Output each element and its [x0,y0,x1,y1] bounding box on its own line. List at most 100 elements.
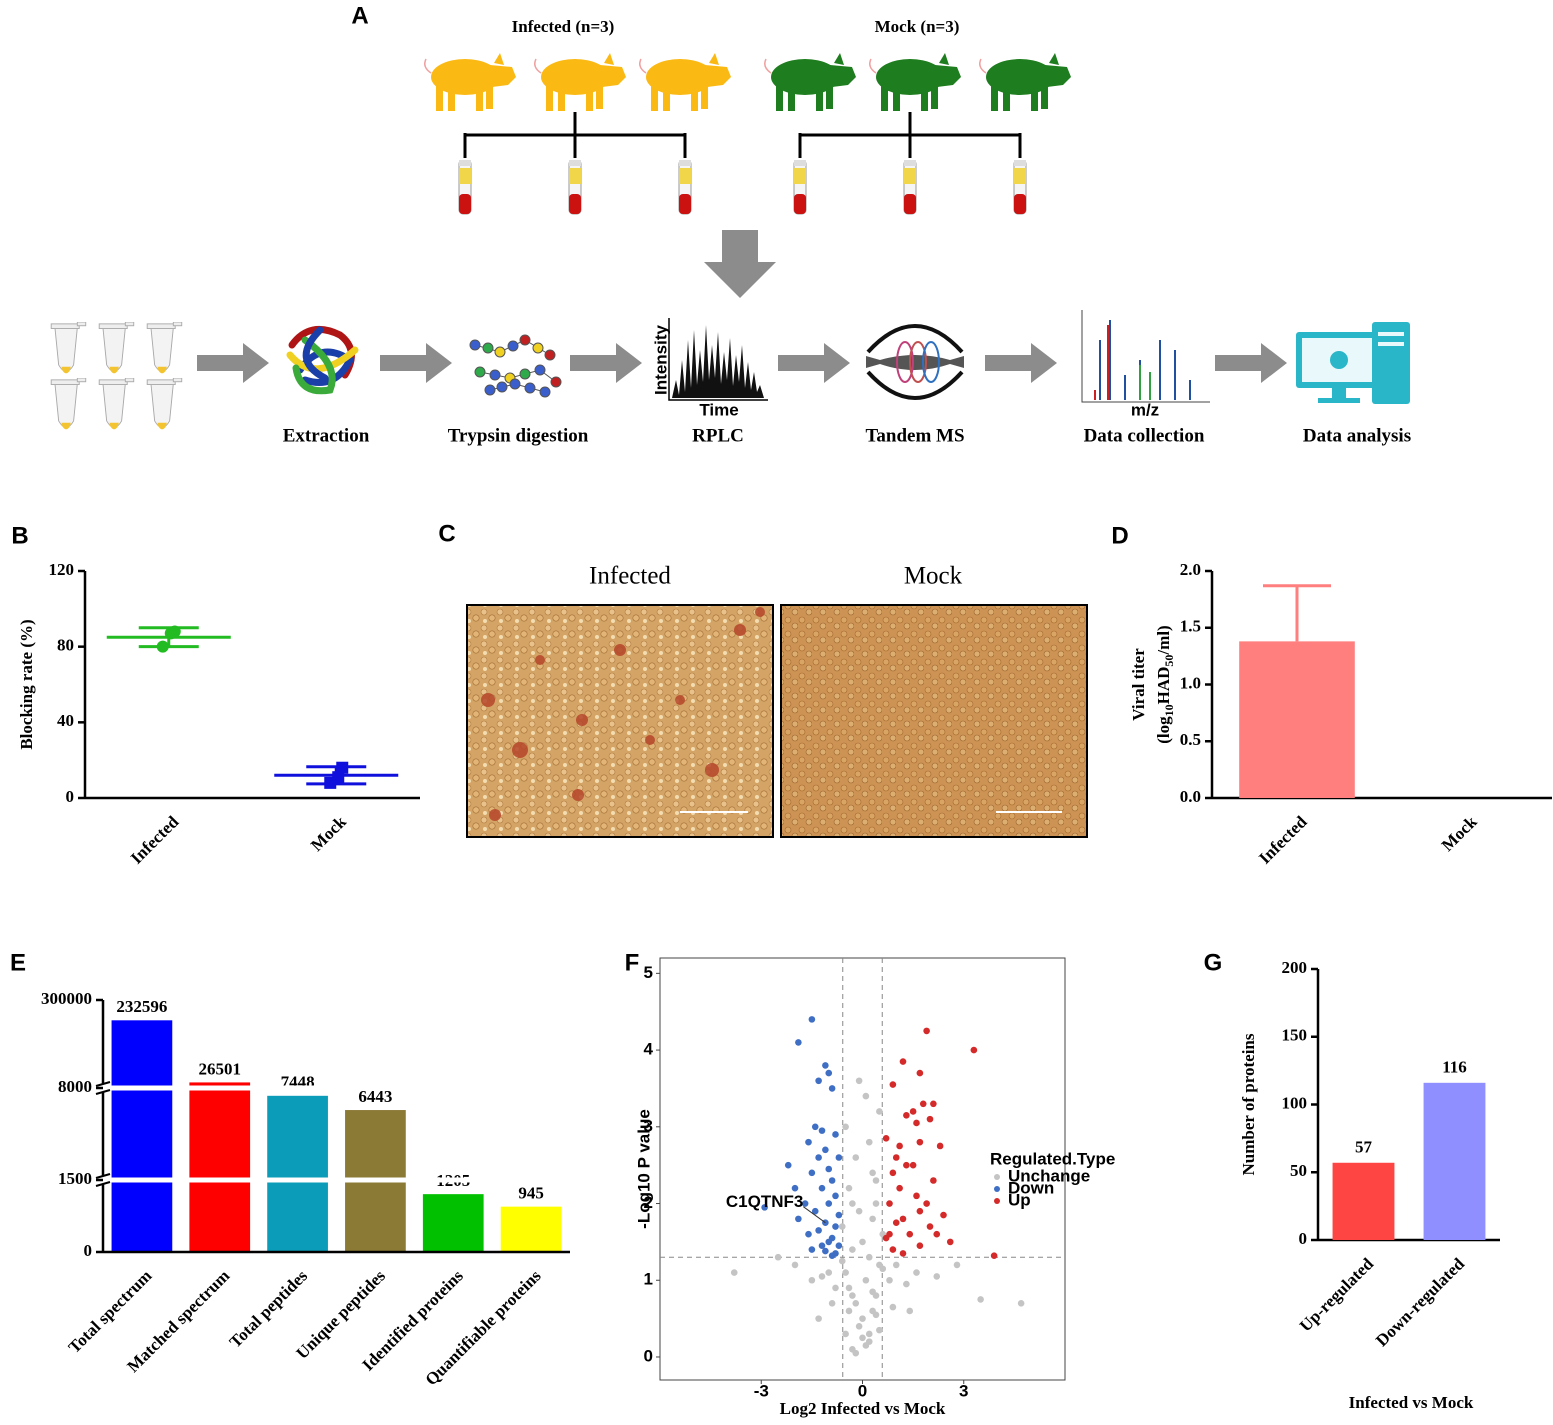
bar [1423,1082,1486,1240]
group-label: Mock (n=3) [875,17,960,36]
panel-letter: E [10,949,26,976]
legend-marker [994,1186,1000,1192]
panel-letter: F [625,949,640,976]
point [815,1315,822,1322]
y-axis-label: Viral titer [1129,648,1148,721]
point [916,1207,924,1215]
point [865,1338,873,1345]
x-axis-label: Log2 Infected vs Mock [780,1399,946,1418]
point [164,627,177,640]
point [886,1276,893,1284]
point [903,1280,910,1288]
point [808,1169,816,1177]
axis-label: Time [699,400,738,419]
point [818,1127,826,1134]
point [892,1154,900,1161]
point [849,1246,856,1253]
point [882,1135,890,1142]
point [892,1261,900,1269]
annotation-line [803,1206,826,1224]
point [842,1123,849,1131]
point [862,1092,870,1100]
point [818,1273,826,1280]
panel-letter: A [351,2,368,29]
group-label: Infected (n=3) [512,17,615,36]
point [872,1311,880,1319]
point [896,1184,903,1192]
legend-label: Down [1008,1178,1054,1197]
point [876,1326,883,1334]
point [838,1223,846,1230]
point [923,1027,930,1035]
point [990,1252,998,1260]
y-tick-label: 1.0 [1180,673,1201,692]
point [852,1299,860,1307]
point [876,1108,883,1115]
point [842,1269,849,1276]
spectrum-icon [1081,310,1210,403]
point [825,1200,833,1207]
y-tick-label: 0.0 [1180,787,1201,806]
x-tick-label: Mock [307,812,350,855]
point [970,1046,978,1054]
point [832,1131,839,1138]
micrograph [780,604,1088,838]
data-label: 26501 [199,1059,242,1078]
data-label: 6443 [358,1087,392,1106]
y-tick-label: 3 [644,1116,653,1135]
point [805,1230,812,1238]
point [886,1200,893,1207]
point [903,1111,910,1119]
y-axis-label-part: 50 [1162,655,1176,667]
y-tick-label: 2.0 [1180,560,1201,579]
annotation: C1QTNF3 [726,1192,803,1211]
x-tick-label: Mock [1438,812,1481,855]
point [946,1238,954,1246]
x-tick-label: Infected [127,812,183,868]
point [889,1169,897,1177]
point [869,1215,876,1223]
point [862,1276,870,1284]
point [913,1269,920,1276]
point [936,1142,944,1150]
point [791,1184,799,1192]
y-tick-label: 5 [644,963,653,982]
micrograph [466,604,774,838]
chromatogram-icon [668,318,768,401]
point [795,1215,802,1223]
y-tick-label: 0 [84,1241,93,1260]
point [865,1253,873,1261]
point [889,1081,897,1088]
point [940,1211,947,1219]
legend-label: Unchange [1008,1166,1090,1185]
point [808,1276,816,1284]
point [805,1138,812,1146]
point [906,1307,914,1315]
step-label: Data collection [1084,425,1205,446]
point [909,1161,917,1169]
point [849,1200,856,1207]
point [811,1207,819,1215]
point [872,1177,880,1184]
step-label: Data analysis [1303,425,1411,446]
point [892,1219,900,1227]
point [156,640,169,653]
y-tick-label: 0 [644,1346,653,1365]
point [926,1115,934,1123]
point [913,1192,920,1200]
axis-label: Intensity [651,325,670,395]
point [811,1123,819,1131]
x-tick-label: Infected [1255,812,1311,868]
point [865,1138,873,1146]
point [859,1238,866,1246]
x-tick-label: Up-regulated [1296,1254,1378,1336]
y-axis-label: Blocking rate (%) [17,619,36,749]
point [828,1252,836,1260]
point [825,1269,833,1276]
legend-label: Up [1008,1190,1031,1209]
y-tick-label: 0 [66,787,75,806]
y-tick-label: 2 [644,1193,653,1212]
point [855,1077,863,1085]
y-tick-label: 0.5 [1180,730,1201,749]
point [822,1146,829,1154]
